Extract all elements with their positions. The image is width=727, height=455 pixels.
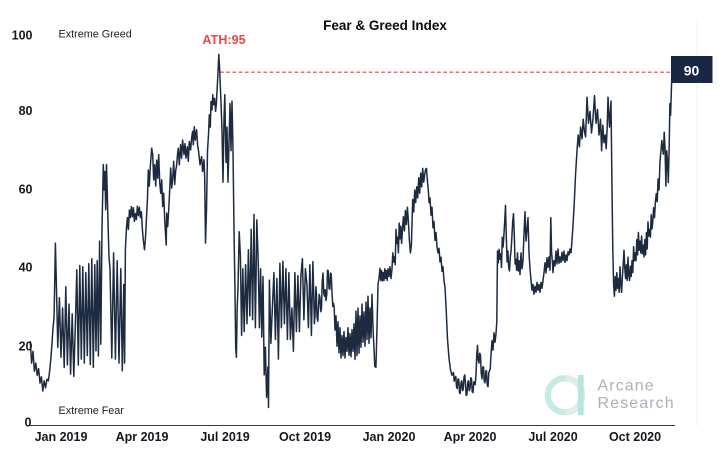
svg-text:0: 0 bbox=[25, 416, 32, 430]
svg-text:ATH:95: ATH:95 bbox=[202, 33, 245, 47]
svg-text:Jul 2019: Jul 2019 bbox=[200, 430, 249, 444]
svg-text:Extreme Greed: Extreme Greed bbox=[59, 28, 132, 40]
svg-text:Fear & Greed Index: Fear & Greed Index bbox=[323, 18, 447, 33]
svg-text:Oct 2020: Oct 2020 bbox=[609, 430, 661, 444]
svg-text:Oct 2019: Oct 2019 bbox=[279, 430, 331, 444]
svg-text:80: 80 bbox=[19, 104, 33, 118]
svg-text:40: 40 bbox=[19, 261, 33, 275]
svg-text:60: 60 bbox=[19, 183, 33, 197]
svg-text:Apr 2019: Apr 2019 bbox=[116, 430, 169, 444]
svg-text:Apr 2020: Apr 2020 bbox=[444, 430, 497, 444]
svg-text:Jan 2019: Jan 2019 bbox=[35, 430, 88, 444]
svg-text:20: 20 bbox=[19, 340, 33, 354]
svg-text:Arcane: Arcane bbox=[598, 378, 655, 395]
svg-text:Jul 2020: Jul 2020 bbox=[528, 430, 577, 444]
svg-text:Research: Research bbox=[598, 395, 675, 412]
svg-text:90: 90 bbox=[684, 63, 700, 79]
svg-text:Extreme Fear: Extreme Fear bbox=[59, 405, 125, 417]
svg-text:Jan 2020: Jan 2020 bbox=[363, 430, 416, 444]
svg-text:100: 100 bbox=[12, 29, 33, 43]
